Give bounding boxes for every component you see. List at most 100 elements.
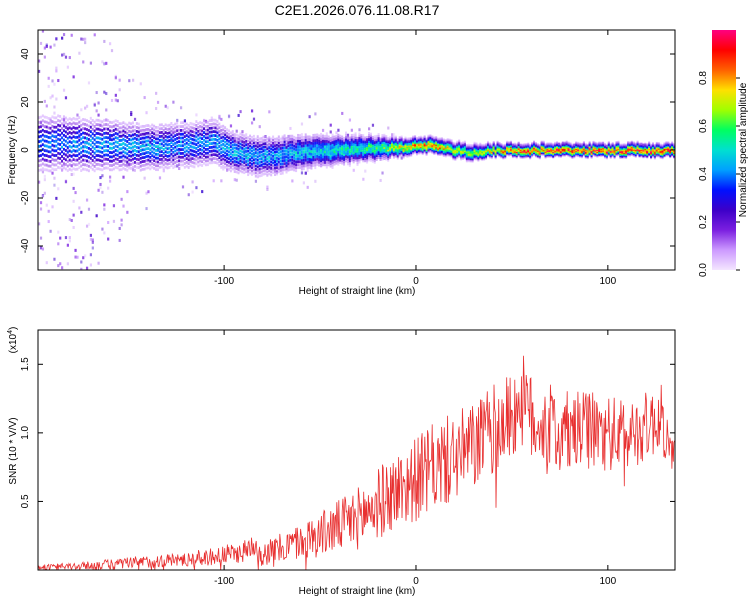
spectrogram-ridge-cell	[93, 151, 96, 155]
spectrogram-ridge-cell	[91, 123, 94, 127]
spectrogram-ridge-cell	[364, 153, 367, 156]
spectrogram-ridge-cell	[237, 151, 240, 155]
spectrogram-ridge-cell	[153, 128, 156, 132]
spectrogram-ridge-cell	[348, 161, 351, 165]
spectrogram-ridge-cell	[57, 133, 60, 136]
spectrogram-ridge-cell	[373, 143, 376, 146]
spectrogram-ridge-cell	[168, 131, 171, 135]
spectrogram-ridge-cell	[107, 162, 110, 166]
spectrogram-ridge-cell	[293, 147, 296, 151]
spectrogram-noise-cell	[289, 126, 292, 130]
spectrogram-ridge-cell	[156, 137, 159, 141]
spectrogram-ridge-cell	[343, 160, 346, 164]
spectrogram-noise-cell	[74, 255, 77, 259]
spectrogram-ridge-cell	[623, 143, 626, 147]
spectrogram-ridge-cell	[241, 157, 244, 160]
spectrogram-ridge-cell	[168, 142, 171, 146]
spectrogram-noise-cell	[300, 122, 304, 126]
spectrogram-ridge-cell	[149, 167, 152, 171]
spectrogram-ridge-cell	[306, 152, 309, 156]
spectrogram-ridge-cell	[72, 139, 75, 143]
spectrogram-ridge-cell	[49, 122, 52, 125]
spectrogram-ridge-cell	[295, 160, 298, 164]
spectrogram-ridge-cell	[118, 134, 121, 138]
spectrogram-ridge-cell	[352, 138, 355, 142]
spectrogram-ridge-cell	[362, 155, 365, 159]
spectrogram-ridge-cell	[218, 141, 221, 145]
spectrogram-ridge-cell	[488, 142, 491, 146]
spectrogram-ridge-cell	[469, 144, 472, 147]
spectrogram-ridge-cell	[285, 161, 288, 165]
spectrogram-ridge-cell	[279, 169, 282, 172]
spectrogram-ridge-cell	[275, 153, 278, 157]
spectrogram-ridge-cell	[250, 139, 253, 143]
spectrogram-ridge-cell	[193, 146, 196, 150]
spectrogram-noise-cell	[400, 156, 403, 160]
spectrogram-ridge-cell	[99, 141, 102, 145]
spectrogram-ridge-cell	[358, 156, 361, 160]
spectrogram-ridge-cell	[385, 143, 388, 147]
spectrogram-y-tick-label: 40	[20, 48, 31, 60]
spectrogram-ridge-cell	[103, 145, 106, 148]
spectrogram-ridge-cell	[193, 142, 196, 146]
spectrogram-ridge-cell	[247, 149, 250, 153]
spectrogram-ridge-cell	[369, 138, 372, 142]
spectrogram-ridge-cell	[64, 130, 67, 134]
spectrogram-ridge-cell	[164, 146, 167, 150]
spectrogram-ridge-cell	[335, 149, 338, 153]
spectrogram-ridge-cell	[254, 137, 257, 141]
spectrogram-ridge-cell	[137, 134, 140, 138]
spectrogram-ridge-cell	[57, 151, 60, 155]
spectrogram-ridge-cell	[107, 145, 110, 148]
spectrogram-ridge-cell	[550, 142, 553, 146]
spectrogram-ridge-cell	[214, 134, 217, 138]
spectrogram-ridge-cell	[335, 152, 338, 155]
spectrogram-ridge-cell	[178, 132, 181, 136]
spectrogram-ridge-cell	[141, 128, 144, 132]
spectrogram-ridge-cell	[53, 130, 56, 134]
spectrogram-ridge-cell	[310, 136, 313, 140]
spectrogram-ridge-cell	[85, 164, 88, 167]
spectrogram-ridge-cell	[396, 146, 399, 150]
spectrogram-noise-cell	[132, 78, 135, 82]
spectrogram-ridge-cell	[95, 167, 98, 171]
spectrogram-noise-cell	[45, 43, 48, 47]
spectrogram-ridge-cell	[440, 137, 443, 141]
spectrogram-ridge-cell	[95, 123, 98, 127]
spectrogram-ridge-cell	[181, 163, 184, 167]
spectrogram-ridge-cell	[508, 141, 511, 144]
spectrogram-ridge-cell	[41, 143, 44, 147]
spectrogram-ridge-cell	[116, 149, 119, 153]
spectrogram-ridge-cell	[70, 127, 73, 131]
spectrogram-ridge-cell	[346, 155, 349, 159]
spectrogram-noise-cell	[55, 69, 58, 73]
spectrogram-ridge-cell	[156, 152, 159, 156]
spectrogram-ridge-cell	[128, 162, 131, 166]
spectrogram-ridge-cell	[231, 147, 234, 150]
spectrogram-ridge-cell	[143, 167, 146, 171]
spectrogram-ridge-cell	[133, 164, 136, 168]
spectrogram-ridge-cell	[57, 147, 60, 151]
spectrogram-ridge-cell	[350, 140, 353, 144]
spectrogram-ridge-cell	[137, 142, 140, 146]
spectrogram-ridge-cell	[55, 121, 58, 124]
spectrogram-ridge-cell	[206, 144, 209, 147]
spectrogram-noise-cell	[85, 198, 89, 202]
spectrogram-ridge-cell	[264, 172, 267, 176]
spectrogram-ridge-cell	[406, 137, 409, 141]
spectrogram-ridge-cell	[181, 121, 184, 125]
spectrogram-ridge-cell	[247, 142, 250, 146]
spectrogram-noise-cell	[74, 248, 77, 252]
spectrogram-ridge-cell	[465, 143, 468, 147]
spectrogram-ridge-cell	[318, 158, 321, 162]
spectrogram-ridge-cell	[62, 115, 65, 119]
spectrogram-ridge-cell	[339, 141, 342, 145]
spectrogram-ridge-cell	[243, 167, 246, 171]
spectrogram-ridge-cell	[70, 154, 73, 158]
spectrogram-ridge-cell	[398, 147, 401, 151]
spectrogram-ridge-cell	[609, 143, 612, 147]
spectrogram-ridge-cell	[62, 166, 65, 170]
spectrogram-ridge-cell	[78, 125, 81, 129]
spectrogram-noise-cell	[103, 90, 106, 94]
spectrogram-ridge-cell	[85, 155, 88, 158]
